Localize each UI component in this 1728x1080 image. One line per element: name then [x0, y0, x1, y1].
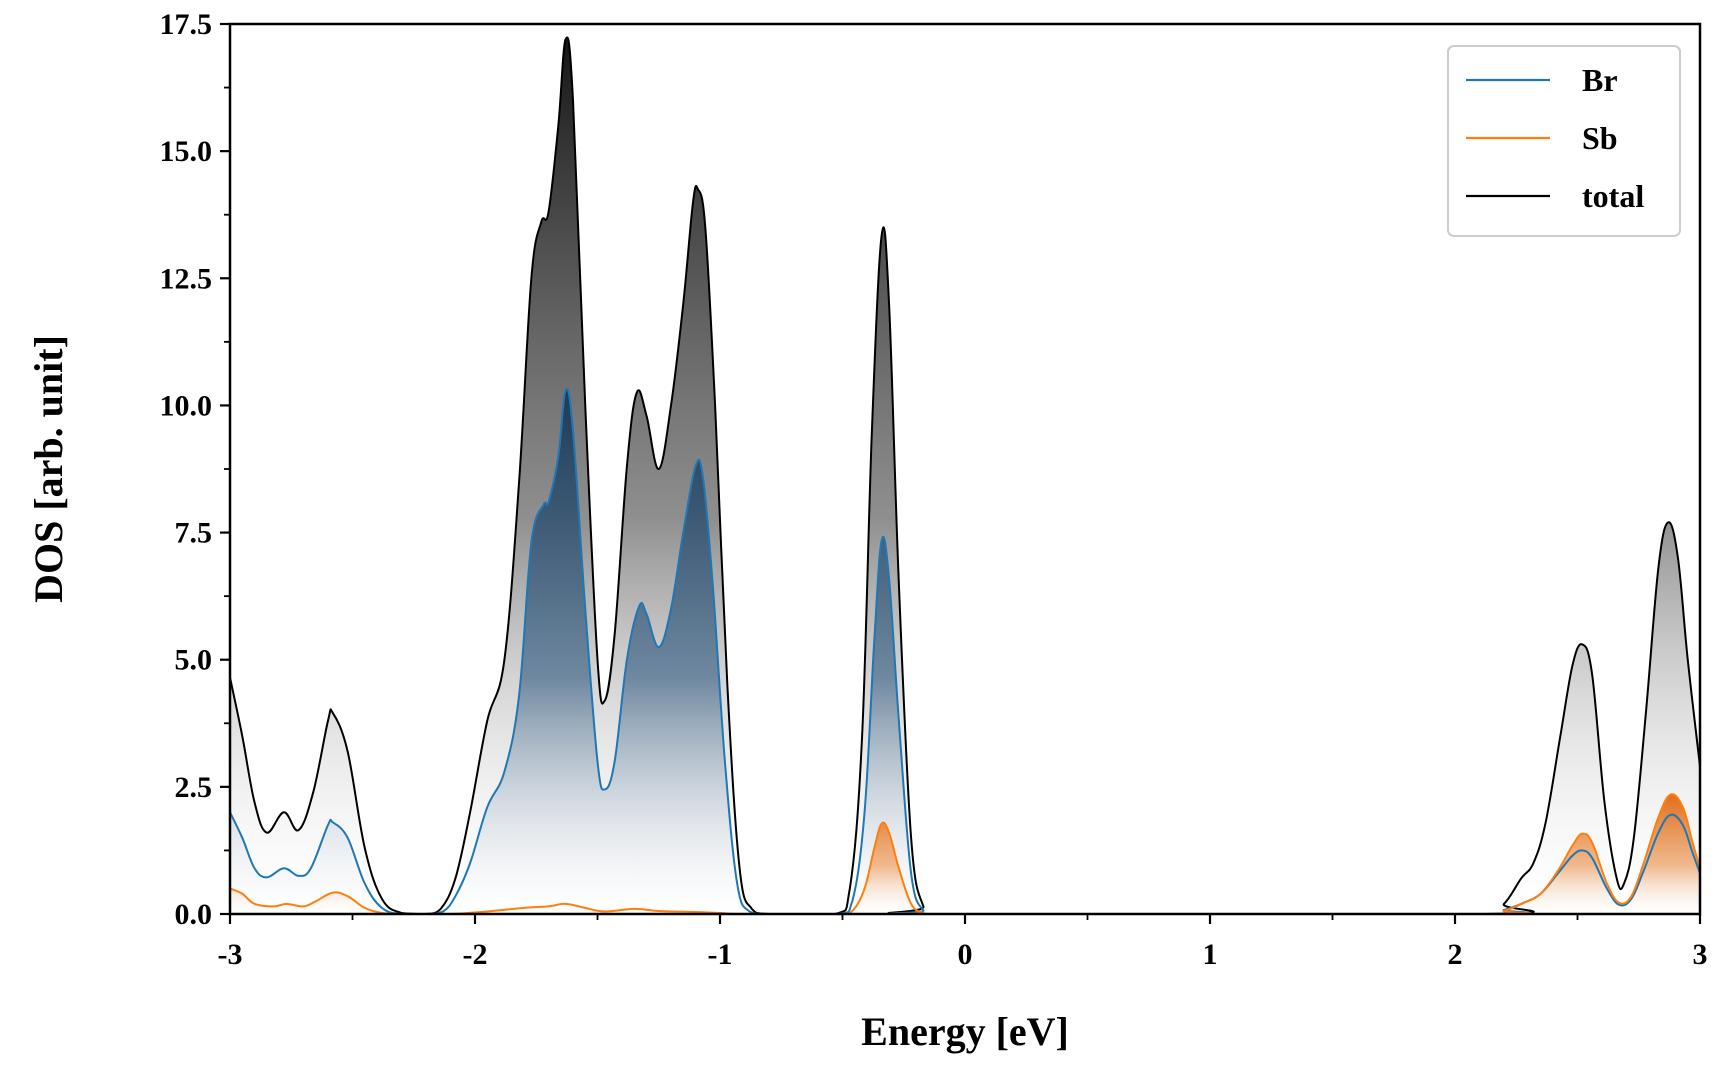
x-tick-label: 2 — [1448, 938, 1463, 971]
series-lines — [230, 36, 1700, 914]
x-axis-label: Energy [eV] — [861, 1009, 1069, 1054]
line-sb — [230, 793, 1700, 914]
x-tick-label: 3 — [1693, 938, 1708, 971]
legend-box — [1447, 45, 1681, 237]
y-tick-label: 5.0 — [175, 644, 213, 677]
x-tick-label: -2 — [463, 938, 488, 971]
fill-sb — [230, 794, 1700, 914]
x-axis: -3 -2 -1 0 1 2 3 — [218, 914, 1708, 971]
x-tick-label: 0 — [958, 938, 973, 971]
y-axis-label: DOS [arb. unit] — [26, 335, 71, 603]
x-tick-label: -3 — [218, 938, 243, 971]
y-tick-label: 15.0 — [160, 135, 213, 168]
legend-label-sb: Sb — [1582, 120, 1618, 156]
y-axis: 0.0 2.5 5.0 7.5 10.0 12.5 15.0 17.5 — [160, 8, 230, 931]
legend-label-total: total — [1582, 178, 1644, 214]
y-tick-label: 10.0 — [160, 389, 213, 422]
y-tick-label: 7.5 — [175, 517, 213, 550]
legend: Br Sb total — [1447, 45, 1681, 237]
fill-br — [230, 388, 1700, 914]
y-tick-label: 0.0 — [175, 898, 213, 931]
legend-label-br: Br — [1582, 62, 1618, 98]
y-tick-label: 2.5 — [175, 771, 213, 804]
fill-total — [230, 37, 1700, 914]
line-total — [230, 36, 1700, 914]
x-tick-label: -1 — [708, 938, 733, 971]
y-tick-label: 12.5 — [160, 262, 213, 295]
x-tick-label: 1 — [1203, 938, 1218, 971]
series-fills — [230, 37, 1700, 914]
y-tick-label: 17.5 — [160, 8, 213, 41]
